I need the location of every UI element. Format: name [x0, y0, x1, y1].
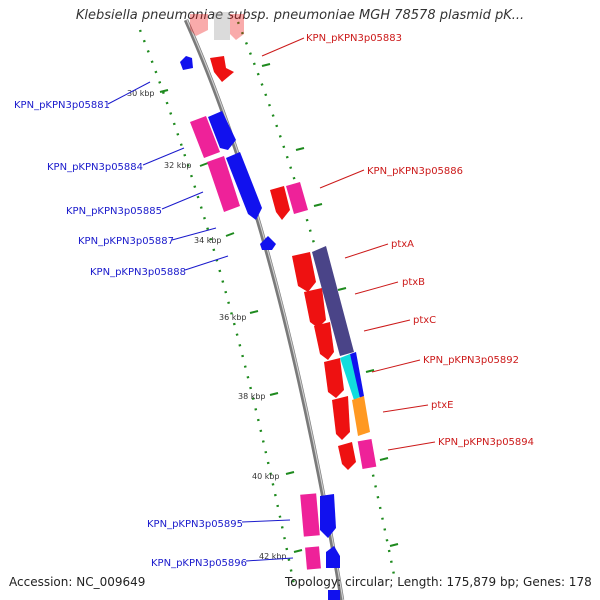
gene-arrow: [286, 182, 308, 214]
gene-arrow: [270, 186, 290, 220]
gene-label: KPN_pKPN3p05887: [78, 236, 174, 247]
gene-arrow: [324, 358, 344, 398]
gene-arrow: [260, 236, 276, 250]
gene-arrow: [314, 322, 334, 360]
right-labels: KPN_pKPN3p05883 KPN_pKPN3p05886 ptxA ptx…: [306, 33, 534, 448]
gene-arrow: [320, 494, 336, 538]
tick-label: 36 kbp: [219, 313, 247, 322]
gene-label: KPN_pKPN3p05883: [306, 33, 402, 44]
gene-label: KPN_pKPN3p05884: [47, 162, 143, 173]
gene-box: [305, 546, 321, 570]
gene-arrow: [190, 116, 220, 158]
gene-arrow: [332, 396, 350, 440]
topology-text: Topology: circular; Length: 175,879 bp; …: [285, 575, 592, 589]
ptx-blue: [350, 352, 364, 398]
gene-arrow: [292, 252, 316, 292]
top-features: [190, 12, 244, 40]
ptx-orange: [352, 396, 370, 436]
left-labels: KPN_pKPN3p05881 KPN_pKPN3p05884 KPN_pKPN…: [14, 100, 247, 569]
tick-label: 32 kbp: [164, 161, 192, 170]
tick-label: 34 kbp: [194, 236, 222, 245]
gene-label: KPN_pKPN3p05896: [151, 558, 247, 569]
gene-label: KPN_pKPN3p05885: [66, 206, 162, 217]
tick-label: 38 kbp: [238, 392, 266, 401]
gene-arrow: [207, 156, 240, 212]
gene-box: [328, 590, 340, 600]
gene-box: [300, 493, 320, 537]
gene-arrow: [180, 56, 193, 70]
reverse-features: [180, 56, 340, 600]
gene-box: [357, 438, 377, 470]
gene-label: ptxC: [413, 315, 436, 326]
ptx-cyan: [340, 354, 362, 400]
gene-label: KPN_pKPN3p05894: [438, 437, 534, 448]
accession-text: Accession: NC_009649: [9, 575, 146, 589]
tick-labels: 30 kbp 32 kbp 34 kbp 36 kbp 38 kbp 40 kb…: [127, 89, 287, 561]
right-leaders: [261, 37, 436, 451]
gene-arrow: [226, 152, 262, 220]
gene-label: KPN_pKPN3p05881: [14, 100, 110, 111]
gene-label: ptxB: [402, 277, 425, 288]
gene-label: KPN_pKPN3p05888: [90, 267, 186, 278]
gene-label: ptxE: [431, 400, 454, 411]
gene-label: KPN_pKPN3p05886: [367, 166, 463, 177]
tick-marks: [159, 89, 303, 553]
forward-features: [210, 56, 377, 470]
gene-arrow: [304, 288, 326, 328]
gene-label: KPN_pKPN3p05895: [147, 519, 243, 530]
gene-label: ptxA: [391, 239, 414, 250]
ptx-operon: [312, 246, 354, 356]
gene-arrow: [338, 442, 356, 470]
left-leaders: [107, 81, 294, 562]
gene-label: KPN_pKPN3p05892: [423, 355, 519, 366]
gene-arrow: [210, 56, 234, 82]
outer-tick-marks: [261, 63, 399, 547]
tick-label: 40 kbp: [252, 472, 280, 481]
gene-arrow: [326, 546, 340, 568]
tick-label: 30 kbp: [127, 89, 155, 98]
gene-arrow: [208, 111, 236, 150]
tick-label: 42 kbp: [259, 552, 287, 561]
